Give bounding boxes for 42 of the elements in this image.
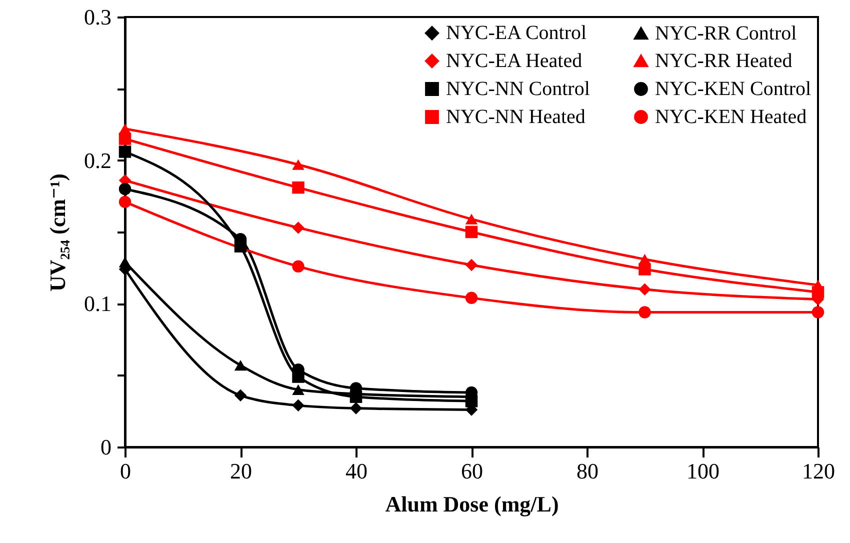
y-tick-label: 0.3: [84, 4, 112, 30]
point: [118, 196, 132, 208]
point: [465, 226, 478, 238]
point: [292, 260, 304, 273]
point: [350, 402, 362, 414]
y-axis-title: UV₂₅₄ (cm⁻¹): [45, 173, 70, 292]
point: [118, 123, 132, 134]
x-tick-label: 80: [576, 458, 598, 484]
point: [638, 254, 651, 265]
point: [638, 283, 651, 296]
point: [812, 306, 824, 318]
point: [118, 182, 132, 196]
x-tick-label: 120: [802, 458, 835, 484]
point: [465, 214, 478, 224]
point: [638, 306, 651, 318]
y-tick-label: 0.2: [84, 148, 112, 173]
x-axis-title: Alum Dose (mg/L): [385, 492, 559, 516]
x-tick-label: 60: [461, 458, 483, 484]
y-tick-label: 0.1: [84, 291, 112, 316]
point: [292, 181, 304, 194]
legend-label: NYC-EA Control: [446, 22, 587, 44]
legend-label: NYC-KEN Heated: [655, 106, 807, 128]
point: [234, 389, 247, 402]
point: [292, 399, 304, 412]
legend-label: NYC-RR Control: [655, 22, 798, 44]
point: [234, 360, 247, 371]
point: [292, 222, 304, 234]
point: [292, 159, 304, 170]
legend-label: NYC-RR Heated: [655, 50, 792, 72]
x-tick-label: 40: [346, 458, 368, 484]
x-tick-label: 100: [686, 458, 720, 484]
x-tick-label: 0: [120, 458, 131, 484]
point: [292, 384, 304, 395]
point: [465, 292, 478, 304]
legend-label: NYC-NN Heated: [446, 106, 586, 128]
y-tick-label: 0: [100, 434, 112, 460]
point: [465, 258, 478, 272]
legend-label: NYC-EA Heated: [446, 50, 582, 72]
legend-label: NYC-NN Control: [446, 78, 590, 100]
legend-label: NYC-KEN Control: [655, 78, 812, 100]
point: [118, 146, 132, 158]
x-tick-label: 20: [230, 458, 252, 484]
